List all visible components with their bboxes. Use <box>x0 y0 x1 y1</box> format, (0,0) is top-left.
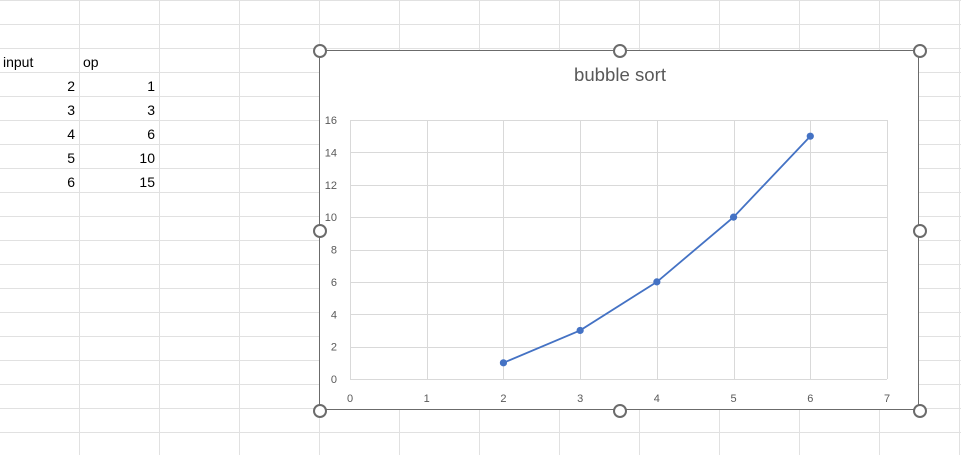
x-tick-label: 7 <box>884 393 890 405</box>
cell-op-value[interactable]: 15 <box>139 174 155 190</box>
x-tick-label: 1 <box>424 393 430 405</box>
y-tick-label: 10 <box>325 212 337 224</box>
cell-input-value[interactable]: 4 <box>67 126 75 142</box>
cell-op-value[interactable]: 10 <box>139 150 155 166</box>
data-point[interactable] <box>653 278 661 286</box>
cell-op-value[interactable]: 1 <box>147 78 155 94</box>
cell-input-value[interactable]: 3 <box>67 102 75 118</box>
data-point[interactable] <box>729 213 738 221</box>
y-tick-label: 4 <box>331 309 337 321</box>
resize-handle-top-left[interactable] <box>313 44 327 58</box>
cell-header-input[interactable]: input <box>3 54 34 70</box>
y-tick-label: 12 <box>325 180 337 192</box>
resize-handle-top-center[interactable] <box>613 44 627 58</box>
y-tick-label: 2 <box>331 342 337 354</box>
y-tick-label: 14 <box>325 147 337 159</box>
cell-op-value[interactable]: 3 <box>147 102 155 118</box>
cell-input-value[interactable]: 2 <box>67 78 75 94</box>
resize-handle-middle-left[interactable] <box>313 224 327 238</box>
resize-handle-bottom-center[interactable] <box>613 404 627 418</box>
cell-input-value[interactable]: 6 <box>67 174 75 190</box>
x-tick-label: 3 <box>577 393 583 405</box>
cell-header-op[interactable]: op <box>83 54 99 70</box>
data-point[interactable] <box>576 326 584 335</box>
x-tick-label: 2 <box>500 393 506 405</box>
y-tick-label: 16 <box>325 115 337 127</box>
x-tick-label: 0 <box>347 393 353 405</box>
y-tick-label: 6 <box>331 277 337 289</box>
y-tick-label: 0 <box>331 374 337 386</box>
resize-handle-bottom-right[interactable] <box>913 404 927 418</box>
chart-object[interactable]: bubble sort 0 2 4 6 8 10 12 14 16 0 1 2 3 4 5 6 7 <box>319 50 919 410</box>
data-point[interactable] <box>806 132 814 140</box>
resize-handle-top-right[interactable] <box>913 44 927 58</box>
x-tick-label: 6 <box>807 393 813 405</box>
cell-input-value[interactable]: 5 <box>67 150 75 166</box>
cell-op-value[interactable]: 6 <box>147 126 155 142</box>
resize-handle-middle-right[interactable] <box>913 224 927 238</box>
y-tick-label: 8 <box>331 245 337 257</box>
series-line <box>503 135 811 364</box>
x-tick-label: 4 <box>654 393 660 405</box>
data-point[interactable] <box>499 359 508 367</box>
resize-handle-bottom-left[interactable] <box>313 404 327 418</box>
chart-title: bubble sort <box>574 64 666 85</box>
x-tick-label: 5 <box>731 393 737 405</box>
